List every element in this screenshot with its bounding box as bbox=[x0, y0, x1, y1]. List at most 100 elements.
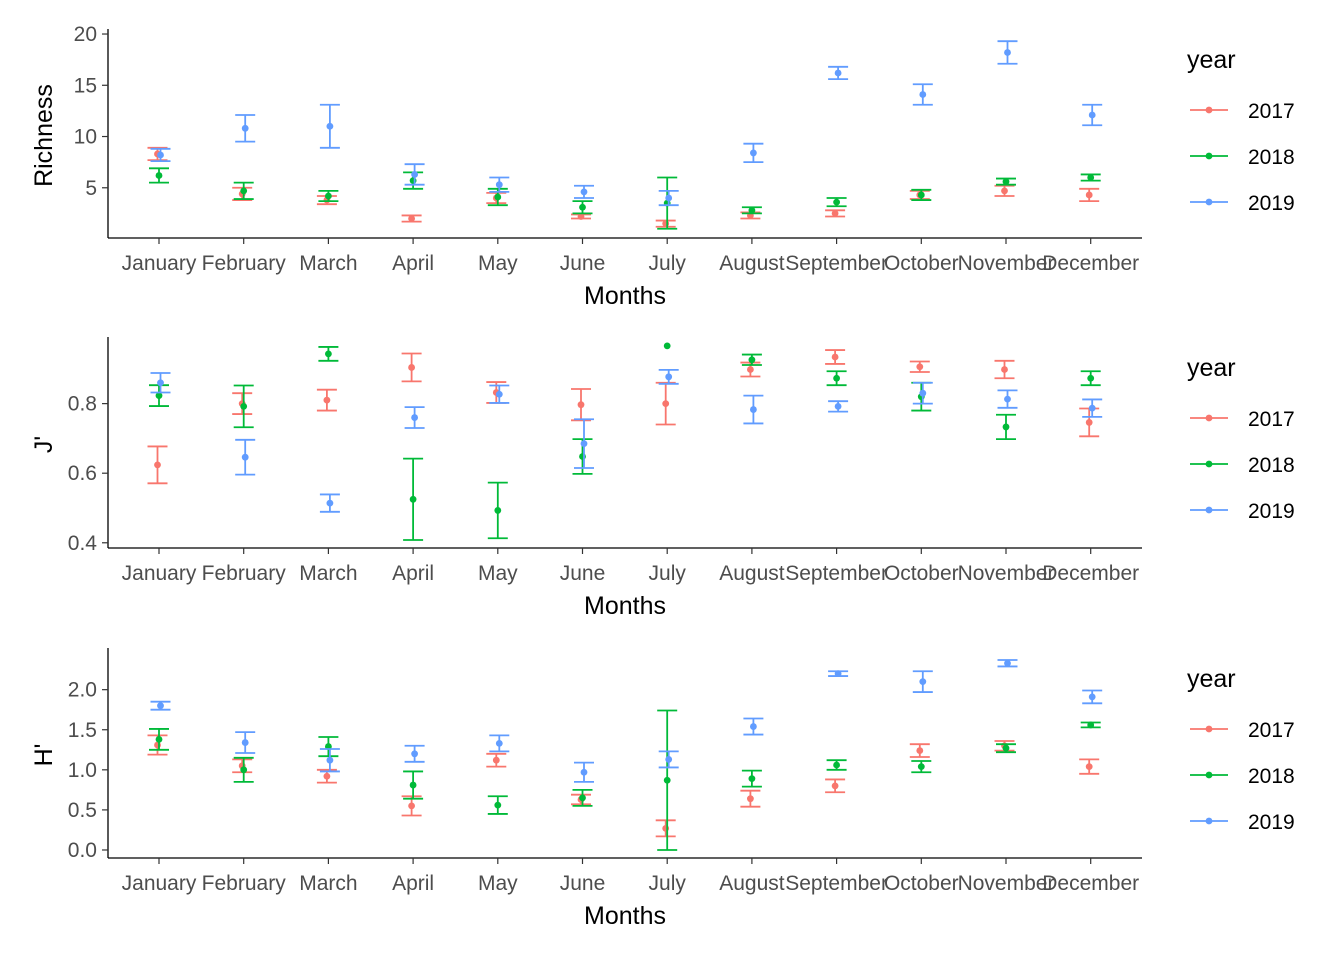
y-axis-title: J' bbox=[30, 436, 58, 453]
data-point bbox=[495, 181, 503, 189]
x-tick-label: March bbox=[299, 562, 357, 585]
data-point bbox=[750, 723, 757, 730]
legend-label: 2017 bbox=[1248, 408, 1295, 431]
x-tick-label: February bbox=[202, 562, 287, 585]
legend-key-point bbox=[1205, 725, 1213, 733]
x-tick-label: July bbox=[649, 872, 687, 895]
data-point bbox=[833, 374, 840, 382]
data-point bbox=[240, 403, 248, 410]
data-point bbox=[1002, 423, 1010, 431]
data-point bbox=[662, 400, 670, 408]
legend-label: 2018 bbox=[1248, 146, 1295, 169]
x-tick-label: September bbox=[785, 872, 888, 895]
x-tick-label: January bbox=[122, 562, 197, 585]
x-tick-label: September bbox=[785, 252, 888, 275]
diversity-panel: 0.0 0.5 1.0 1.5 2.0 January February March April… bbox=[30, 648, 1295, 930]
data-point bbox=[748, 775, 756, 783]
richness-panel: 5 10 15 20 January February March April May June J… bbox=[30, 23, 1295, 310]
data-point bbox=[1087, 174, 1095, 181]
x-tick-label: July bbox=[649, 562, 687, 585]
x-tick-label: March bbox=[299, 252, 357, 275]
data-point bbox=[1085, 191, 1093, 199]
data-point bbox=[1002, 178, 1010, 186]
data-point bbox=[663, 776, 671, 784]
x-tick-label: August bbox=[719, 252, 785, 275]
data-point bbox=[579, 794, 586, 802]
data-point bbox=[831, 210, 839, 217]
data-point bbox=[408, 364, 415, 371]
x-tick-label: February bbox=[202, 872, 287, 895]
data-point bbox=[834, 670, 842, 678]
legend-label: 2019 bbox=[1248, 500, 1295, 523]
data-point bbox=[240, 187, 248, 195]
data-point bbox=[494, 507, 502, 514]
data-point bbox=[1085, 419, 1093, 426]
data-point bbox=[492, 756, 500, 764]
x-tick-label: October bbox=[884, 252, 959, 275]
x-tick-label: October bbox=[884, 872, 959, 895]
data-point bbox=[747, 795, 754, 803]
x-axis-title: Months bbox=[584, 902, 666, 930]
legend-label: 2017 bbox=[1248, 719, 1295, 742]
data-point bbox=[157, 379, 164, 387]
y-tick-label: 0.8 bbox=[68, 393, 97, 416]
x-tick-label: September bbox=[785, 562, 888, 585]
data-point bbox=[580, 768, 588, 776]
x-tick-label: April bbox=[392, 872, 434, 895]
data-point bbox=[155, 392, 163, 400]
legend-title: year bbox=[1187, 354, 1236, 382]
legend-key-point bbox=[1205, 460, 1213, 468]
data-point bbox=[409, 781, 417, 789]
data-point bbox=[1088, 111, 1096, 119]
data-point bbox=[495, 390, 503, 398]
y-tick-label: 0.4 bbox=[68, 532, 98, 555]
data-point bbox=[326, 756, 334, 764]
data-point bbox=[240, 766, 248, 774]
data-point bbox=[323, 772, 331, 780]
y-tick-label: 20 bbox=[74, 23, 97, 46]
data-point bbox=[665, 194, 673, 202]
x-tick-label: November bbox=[958, 872, 1055, 895]
data-point bbox=[1001, 366, 1008, 373]
x-tick-label: March bbox=[299, 872, 357, 895]
y-tick-label: 1.0 bbox=[68, 759, 97, 782]
x-tick-label: December bbox=[1042, 872, 1139, 895]
data-point bbox=[1001, 187, 1008, 195]
data-point bbox=[1087, 374, 1095, 382]
data-point bbox=[917, 191, 925, 199]
data-point bbox=[157, 151, 164, 159]
x-tick-label: April bbox=[392, 562, 434, 585]
data-point bbox=[1085, 763, 1093, 771]
data-point bbox=[1004, 395, 1011, 403]
x-tick-label: February bbox=[202, 252, 287, 275]
data-point bbox=[495, 739, 503, 747]
data-point bbox=[1002, 744, 1010, 752]
data-point bbox=[917, 763, 925, 771]
data-point bbox=[831, 353, 839, 361]
legend-key-point bbox=[1205, 152, 1213, 160]
data-point bbox=[411, 414, 418, 421]
legend-label: 2019 bbox=[1248, 811, 1295, 834]
x-tick-label: December bbox=[1042, 252, 1139, 275]
data-point bbox=[919, 389, 927, 397]
data-point bbox=[831, 782, 839, 790]
legend-title: year bbox=[1187, 665, 1236, 693]
x-tick-label: July bbox=[649, 252, 687, 275]
data-point bbox=[241, 453, 249, 461]
legend-key-point bbox=[1205, 817, 1213, 825]
y-axis-title: H' bbox=[30, 744, 58, 767]
data-point bbox=[326, 122, 334, 130]
data-point bbox=[665, 756, 673, 763]
legend-label: 2017 bbox=[1248, 100, 1295, 123]
x-tick-label: June bbox=[560, 562, 606, 585]
y-tick-label: 0.6 bbox=[68, 462, 97, 485]
data-point bbox=[919, 91, 927, 98]
data-point bbox=[408, 215, 415, 222]
x-tick-label: May bbox=[478, 872, 518, 895]
data-point bbox=[834, 69, 842, 77]
y-tick-label: 15 bbox=[74, 74, 97, 97]
data-point bbox=[580, 188, 588, 196]
data-point bbox=[241, 124, 249, 132]
legend-title: year bbox=[1187, 46, 1236, 74]
x-axis-title: Months bbox=[584, 592, 666, 620]
